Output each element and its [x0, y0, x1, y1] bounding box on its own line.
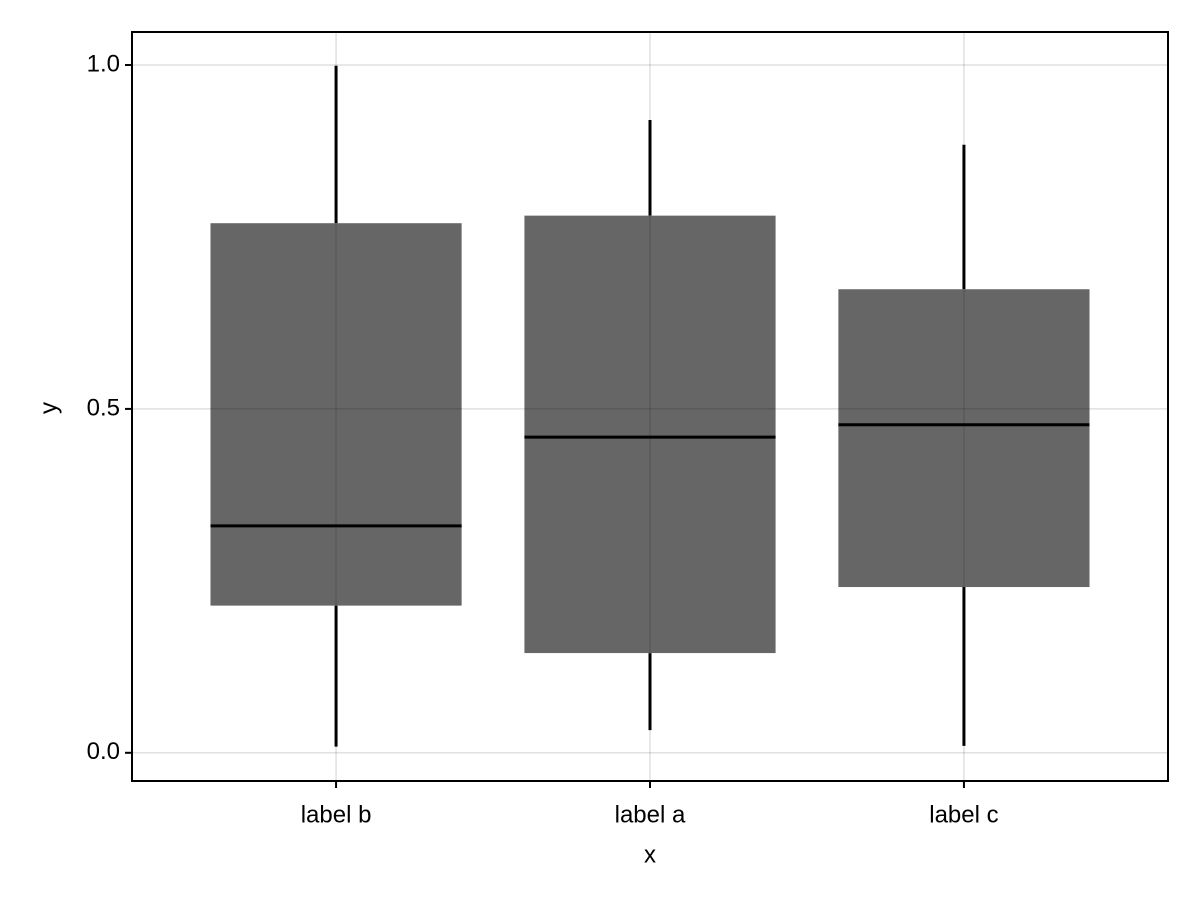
box [524, 215, 776, 654]
box [210, 223, 462, 606]
box [838, 289, 1090, 588]
x-tick-label: label b [301, 801, 372, 828]
y-tick-label: 0.5 [87, 394, 120, 421]
x-tick-label: label a [615, 801, 686, 828]
x-axis-label: x [644, 841, 656, 868]
y-tick-label: 0.0 [87, 738, 120, 765]
y-axis-label: y [35, 402, 62, 414]
y-tick-label: 1.0 [87, 50, 120, 77]
x-tick-label: label c [929, 801, 998, 828]
